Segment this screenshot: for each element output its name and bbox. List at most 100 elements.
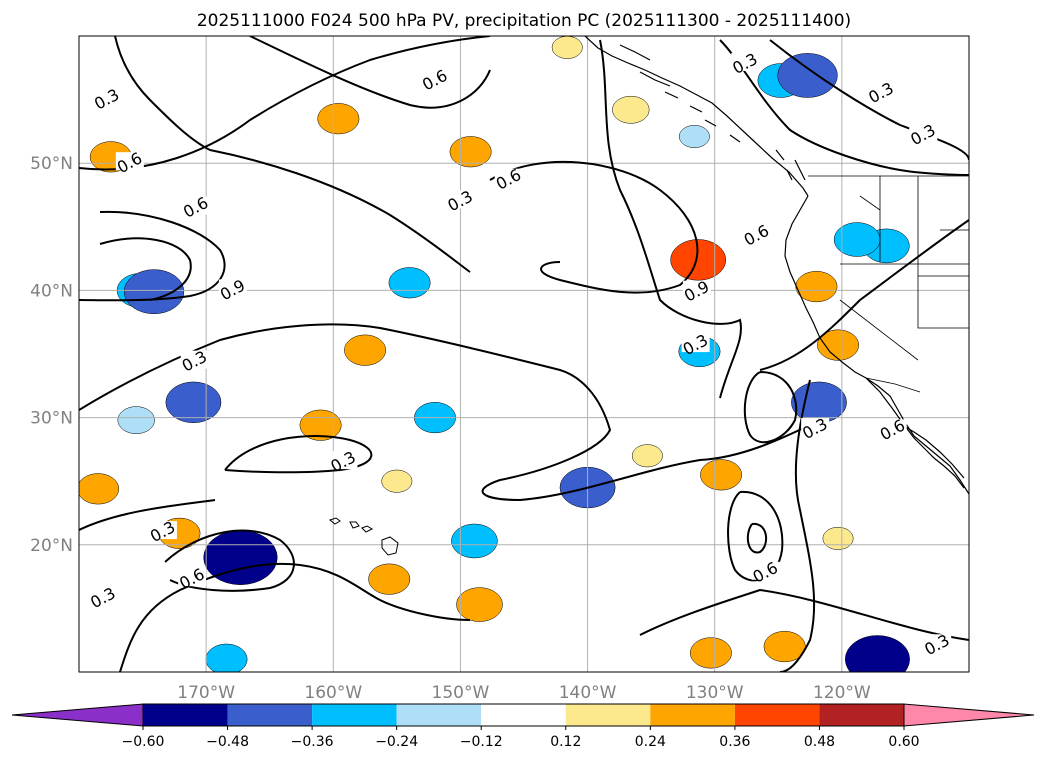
lat-tick-label: 30°N: [30, 409, 73, 429]
pv-contour-midlat-0.3: [79, 323, 821, 502]
precip-blob-14: [700, 459, 743, 491]
colorbar-extend-max: [903, 703, 1035, 727]
contour-label-halo: [148, 521, 177, 540]
pv-contour-labels: 0.30.60.60.90.30.60.60.30.30.30.30.60.90…: [87, 49, 952, 659]
bc-islands: [775, 149, 806, 181]
lon-tick-label: 120°W: [813, 683, 871, 703]
lat-tick-label: 20°N: [30, 536, 73, 556]
precip-blob-11: [612, 95, 650, 124]
contour-label-halo: [89, 587, 118, 606]
colorbar-segment: [650, 704, 735, 726]
contour-label-halo: [115, 152, 144, 171]
precip-blob-19: [381, 469, 413, 493]
precip-blob-23: [123, 269, 185, 315]
precip-blob-15: [763, 631, 806, 663]
contour-label-halo: [923, 634, 952, 653]
lon-tick-label: 170°W: [177, 683, 235, 703]
pv-contour-0.6-loop: [79, 210, 226, 302]
political-borders: [808, 175, 969, 393]
alaska-islands: [619, 44, 741, 143]
colorbar-tick-label: −0.36: [291, 734, 334, 750]
baja-coastline: [865, 377, 965, 489]
pv-contour-trough-axis-0.3: [599, 39, 742, 399]
contour-label-halo: [92, 88, 121, 107]
pv-contour-south-east: [639, 588, 969, 641]
colorbar-segment: [143, 704, 228, 726]
island-oahu: [349, 521, 360, 529]
contour-label-halo: [742, 224, 771, 243]
contour-label-halo: [180, 350, 209, 369]
precip-blob-17: [822, 526, 854, 550]
colorbar-segment: [396, 704, 482, 726]
precip-blob-12: [795, 271, 838, 303]
pv-contour-small-loop-0.6: [743, 371, 798, 444]
contour-label-halo: [751, 561, 780, 580]
precip-blob-10: [551, 36, 583, 59]
colorbar-tick-label: −0.60: [122, 734, 165, 750]
lat-tick-label: 40°N: [30, 281, 73, 301]
precip-blob-31: [833, 222, 881, 257]
pv-contour-southern-0.6: [164, 529, 295, 592]
colorbar: −0.60 −0.48 −0.36 −0.24 −0.12 0.12 0.24 0.36 0.4…: [11, 703, 1035, 750]
colorbar-tick-label: 0.12: [550, 734, 581, 750]
colorbar-tick-label: 0.48: [804, 734, 835, 750]
precip-blob-0: [670, 239, 727, 281]
pv-contour-upper-0.6: [114, 36, 471, 273]
contour-label-halo: [178, 568, 207, 587]
contour-label-halo: [909, 124, 938, 143]
axis-tick-labels: 170°W 160°W 150°W 140°W 130°W 120°W 20°N 30°N 40…: [30, 154, 871, 703]
precip-blob-6: [79, 473, 120, 505]
colorbar-segment: [734, 704, 820, 726]
precip-blob-18: [631, 444, 663, 468]
precip-blob-13: [817, 329, 859, 361]
contour-label-halo: [878, 419, 907, 438]
colorbar-segment: [819, 704, 904, 726]
contour-label-halo: [329, 451, 358, 470]
pv-contours: [79, 36, 969, 672]
island-hawaii: [381, 536, 399, 556]
pv-contour-offshore-0.9: [489, 160, 699, 294]
pv-contour-sw-0.3: [79, 499, 216, 531]
pv-contour-coastal-0.3: [719, 39, 969, 176]
island-kauai: [328, 517, 341, 525]
precip-blob-8: [368, 563, 411, 595]
contour-label-halo: [731, 52, 760, 71]
colorbar-tick-label: 0.36: [719, 734, 750, 750]
us-state-borders: [839, 176, 969, 361]
colorbar-tick-label: 0.24: [635, 734, 666, 750]
contour-label-halo: [681, 334, 710, 353]
map-frame: [78, 35, 970, 673]
colorbar-tick-label: −0.12: [460, 734, 503, 750]
pv-contour-north-coast-0.6: [249, 36, 491, 109]
precip-blob-9: [456, 587, 503, 622]
colorbar-extend-min: [11, 703, 144, 727]
colorbar-outline: [142, 703, 905, 727]
contour-label-halo: [446, 190, 475, 209]
precip-blob-21: [777, 53, 838, 98]
colorbar-segment: [312, 704, 397, 726]
colorbar-tick-label: −0.48: [206, 734, 249, 750]
contour-label-halo: [218, 279, 247, 298]
coastlines: [584, 36, 969, 495]
precip-blob-38: [205, 643, 248, 672]
colorbar-segment: [481, 704, 566, 726]
colorbar-segment: [565, 704, 651, 726]
chart-title: 2025111000 F024 500 hPa PV, precipitatio…: [197, 11, 851, 31]
pv-contour-southern-0.3: [119, 562, 471, 672]
lon-tick-label: 150°W: [432, 683, 490, 703]
colorbar-tick-label: −0.24: [375, 734, 418, 750]
hawaiian-islands: [328, 517, 399, 556]
contour-label-halo: [867, 82, 896, 101]
contour-label-halo: [801, 418, 830, 437]
precip-blob-32: [388, 267, 431, 299]
lon-tick-label: 160°W: [304, 683, 362, 703]
precip-blob-25: [165, 381, 222, 423]
precip-blob-24: [117, 406, 155, 434]
alaska-coastline: [584, 36, 809, 197]
pv-contour-west-coast-0.3: [779, 379, 816, 672]
mexico-coastline: [903, 425, 969, 495]
lon-tick-label: 140°W: [559, 683, 617, 703]
pv-contour-trough-0.6: [769, 39, 969, 161]
precip-blob-34: [451, 523, 498, 559]
